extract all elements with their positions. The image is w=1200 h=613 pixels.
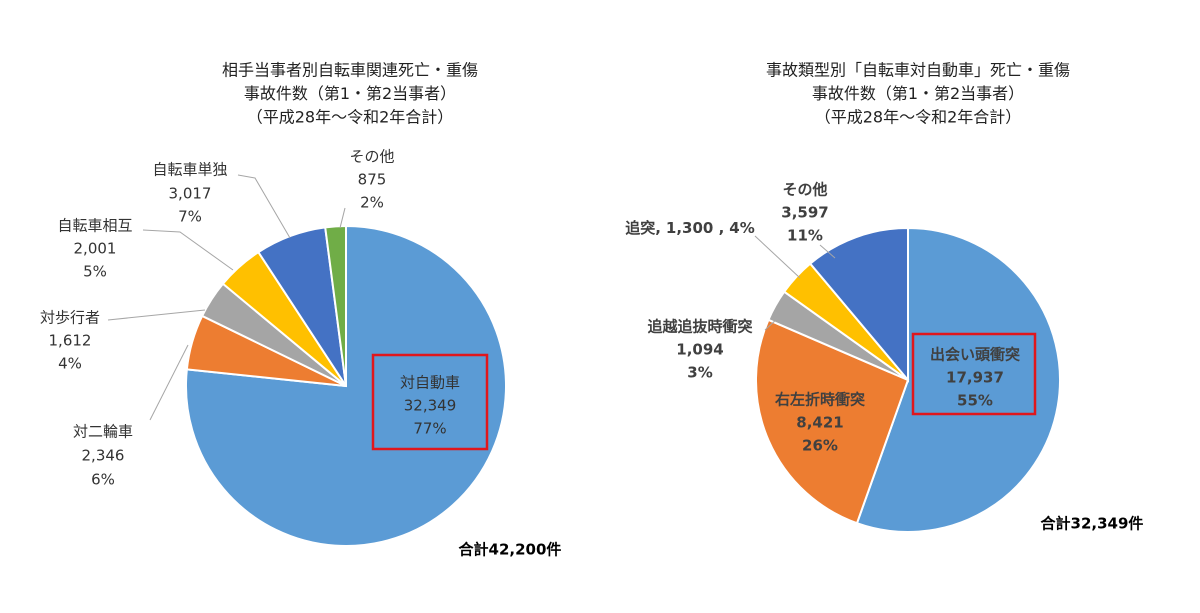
data-label: 1,612 xyxy=(49,332,92,350)
data-label: 自転車相互 xyxy=(57,217,132,235)
data-label: 7% xyxy=(178,208,202,226)
pie-chart: 対自動車 32,349 77% 対二輪車 2,346 6% 対歩行者 1,612 4% 自転車相互… xyxy=(40,148,507,547)
data-label: 77% xyxy=(413,420,446,438)
highlight-box xyxy=(371,353,489,451)
chart-title: 事故件数（第1・第2当事者） xyxy=(812,84,1024,103)
leader-line xyxy=(764,317,779,331)
data-label-part: 1,300 , xyxy=(666,219,724,237)
data-label-part: 追突, xyxy=(625,219,661,237)
pie-chart: 出会い頭衝突 17,937 55% 右左折時衝突 8,421 26% 追越追抜時衝突 1,09… xyxy=(625,181,1061,533)
leader-line xyxy=(819,244,836,259)
data-label: 17,937 xyxy=(946,369,1004,387)
data-label: 対自動車 xyxy=(400,374,460,392)
pie-slice xyxy=(324,224,347,387)
chart-title: （平成28年～令和2年合計） xyxy=(815,108,1022,127)
data-label: 対二輪車 xyxy=(73,423,133,441)
total-label: 合計42,200件 xyxy=(458,541,562,559)
highlight-box xyxy=(911,332,1037,416)
data-label: 2,001 xyxy=(74,240,117,258)
pie-slice xyxy=(755,318,910,525)
chart-title: 事故件数（第1・第2当事者） xyxy=(244,84,456,103)
data-label: 対歩行者 xyxy=(40,309,100,327)
data-label: 3% xyxy=(687,364,712,382)
data-label: 右左折時衝突 xyxy=(775,391,865,409)
data-label: 2,346 xyxy=(82,447,125,465)
data-label: 追突, 1,300 , 4% xyxy=(625,219,755,237)
pie-slice xyxy=(855,226,1061,533)
leader-line xyxy=(149,344,189,421)
leader-line xyxy=(754,235,801,279)
data-label: 3,017 xyxy=(169,185,212,203)
data-label: その他 xyxy=(349,148,394,166)
chart-title: 相手当事者別自転車関連死亡・重傷 xyxy=(222,61,478,80)
leader-line xyxy=(237,174,291,239)
data-label: 5% xyxy=(83,263,107,281)
data-label: 55% xyxy=(957,392,993,410)
data-label: 追越追抜時衝突 xyxy=(647,318,752,336)
data-label: 875 xyxy=(358,171,387,189)
total-label: 合計32,349件 xyxy=(1040,515,1144,533)
data-label-part: 4% xyxy=(729,219,754,237)
chart-title: 事故類型別「自転車対自動車」死亡・重傷 xyxy=(766,61,1070,80)
data-label: 6% xyxy=(91,471,115,489)
data-label: 3,597 xyxy=(781,204,828,222)
data-label: 2% xyxy=(360,194,384,212)
leader-line xyxy=(107,309,206,321)
data-label: 11% xyxy=(787,227,823,245)
pie-slice xyxy=(808,226,909,383)
data-label: 4% xyxy=(58,355,82,373)
data-label: 32,349 xyxy=(404,397,457,415)
data-label: 8,421 xyxy=(796,414,843,432)
data-label: 自転車単独 xyxy=(152,161,227,179)
data-label: 1,094 xyxy=(676,341,723,359)
leader-line xyxy=(339,207,346,229)
chart-title: （平成28年～令和2年合計） xyxy=(247,108,454,127)
data-label: 26% xyxy=(802,437,838,455)
data-label: その他 xyxy=(782,181,827,199)
leader-line xyxy=(142,229,234,271)
data-label: 出会い頭衝突 xyxy=(930,346,1020,364)
